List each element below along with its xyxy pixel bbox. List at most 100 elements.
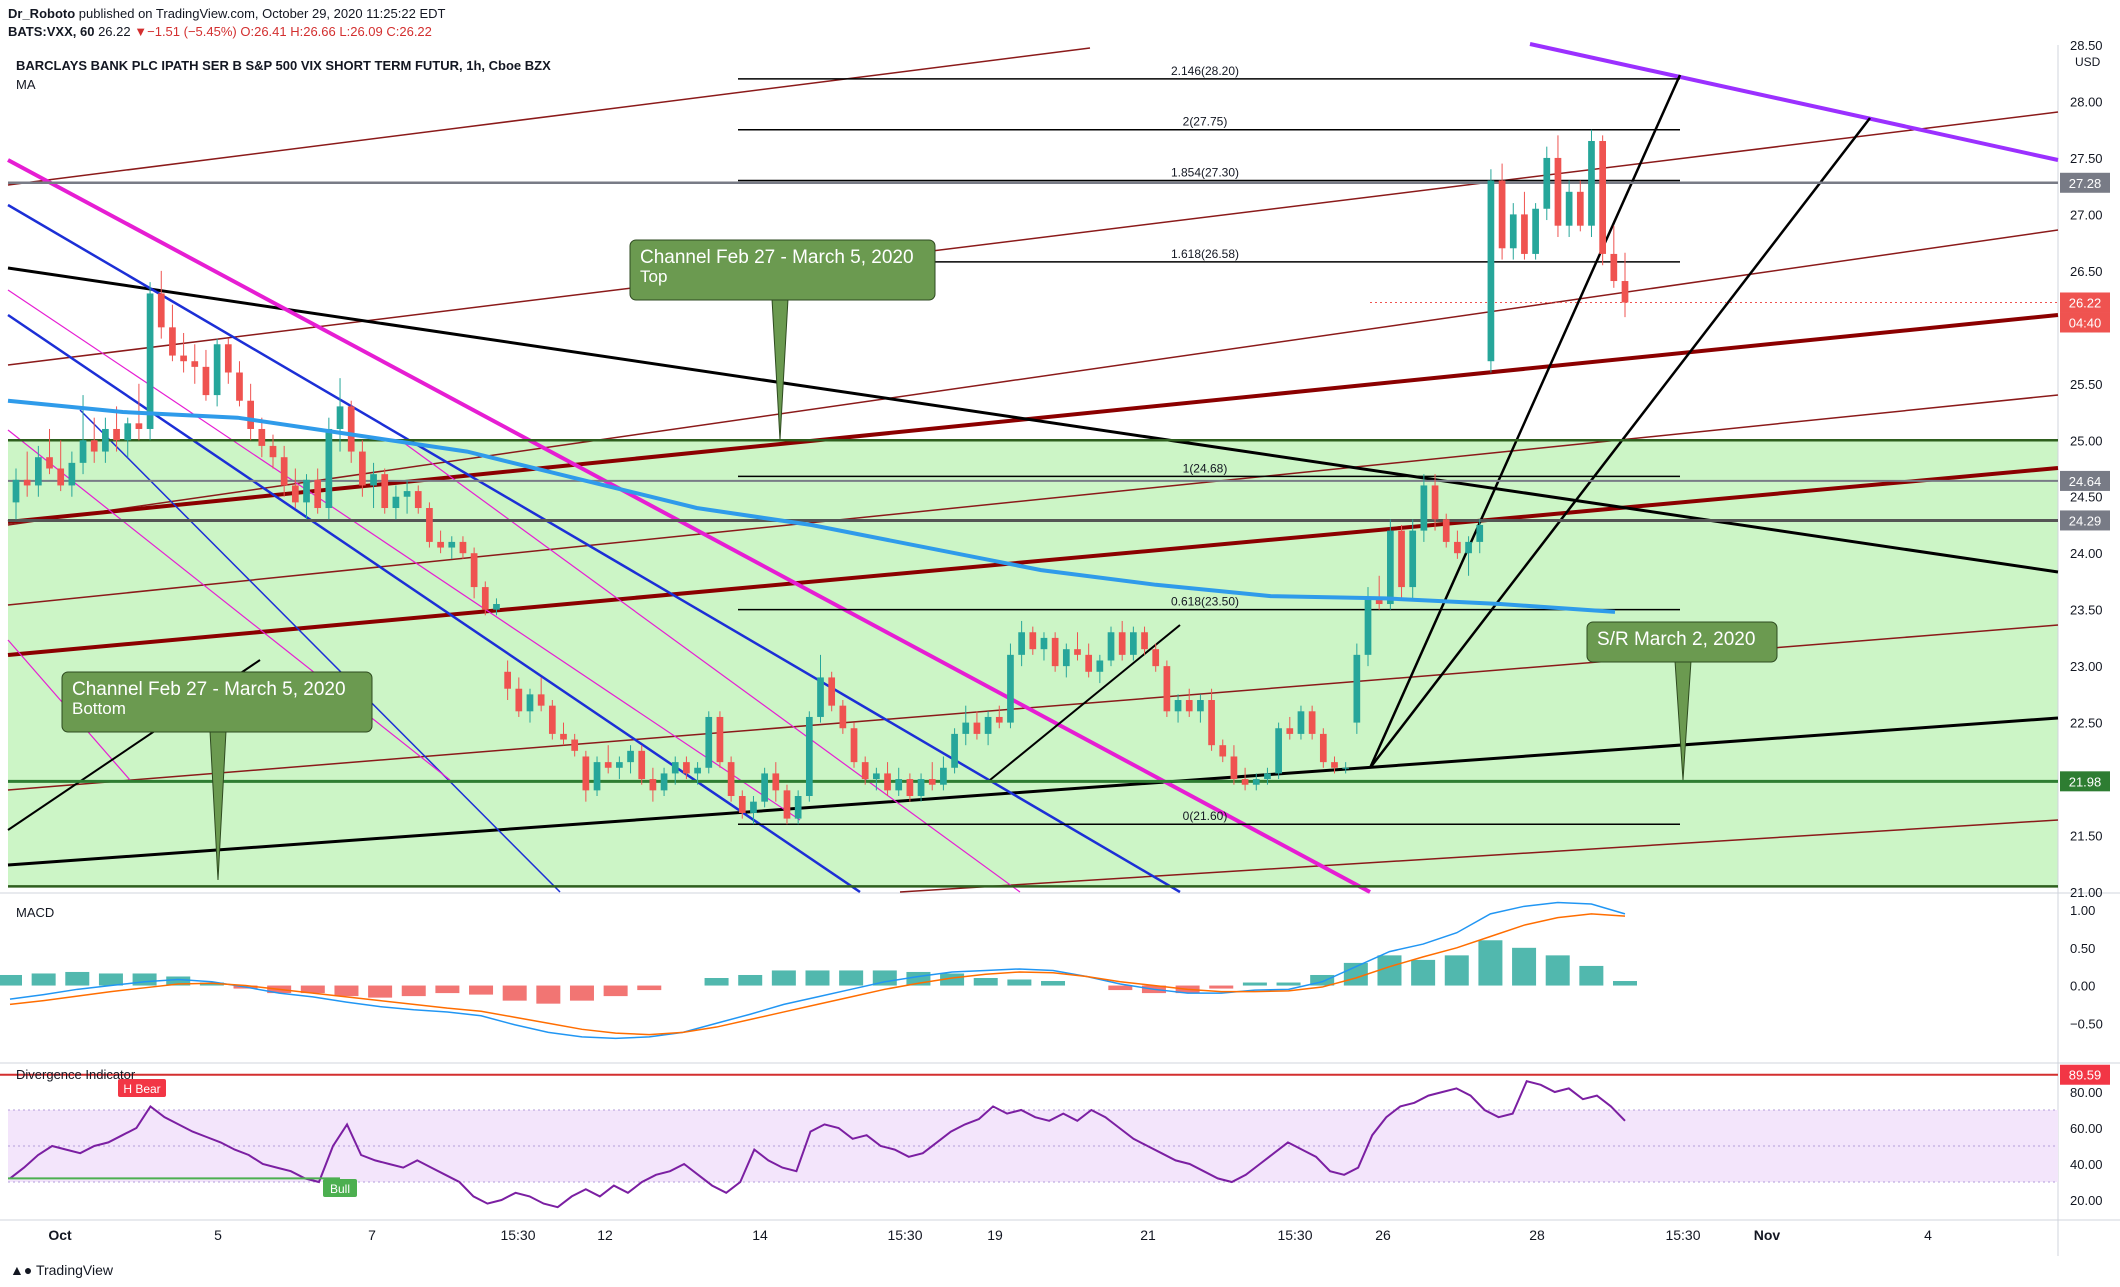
y-tick-label: 23.50 bbox=[2070, 603, 2103, 618]
candle-body bbox=[191, 361, 199, 367]
candle-body bbox=[224, 344, 232, 373]
macd-y-tick-label: 0.50 bbox=[2070, 941, 2095, 956]
candle-body bbox=[962, 722, 970, 734]
candle-body bbox=[146, 293, 154, 429]
tradingview-logo[interactable]: ▲● TradingView bbox=[10, 1262, 113, 1278]
ohlc-values: O:26.41 H:26.66 L:26.09 C:26.22 bbox=[240, 24, 432, 39]
candle-body bbox=[761, 773, 768, 802]
candle-body bbox=[1085, 654, 1093, 672]
price-axis-label-bg bbox=[2060, 312, 2110, 333]
x-tick-label: 5 bbox=[214, 1227, 222, 1243]
macd-histogram-bar bbox=[872, 970, 897, 986]
candle-body bbox=[157, 293, 165, 328]
price-axis-label-bg bbox=[2060, 771, 2110, 792]
macd-histogram-bar bbox=[1276, 982, 1301, 986]
candle-body bbox=[1152, 649, 1160, 667]
candle-body bbox=[370, 474, 377, 486]
candle-body bbox=[716, 716, 724, 763]
callout-title: S/R March 2, 2020 bbox=[1597, 629, 1755, 650]
y-tick-label: 27.00 bbox=[2070, 207, 2103, 222]
divergence-y-tick-label: 60.00 bbox=[2070, 1121, 2103, 1136]
divergence-badge-bg bbox=[323, 1179, 357, 1197]
trend-line bbox=[79, 409, 561, 893]
fib-level-label: 1(24.68) bbox=[1183, 461, 1228, 475]
ma-legend[interactable]: MA bbox=[16, 77, 36, 92]
macd-histogram-bar bbox=[1209, 985, 1234, 989]
candle-body bbox=[1588, 140, 1595, 226]
price-axis-label-bg bbox=[2060, 510, 2110, 531]
price-axis-label-bg bbox=[2060, 292, 2110, 313]
candle-body bbox=[940, 767, 947, 785]
candle-body bbox=[113, 428, 120, 441]
candle-body bbox=[1454, 541, 1461, 554]
macd-y-tick-label: −0.50 bbox=[2070, 1016, 2103, 1031]
trend-line bbox=[7, 429, 451, 781]
candle-body bbox=[604, 762, 612, 768]
macd-legend[interactable]: MACD bbox=[16, 905, 55, 920]
y-tick-label: 22.50 bbox=[2070, 716, 2103, 731]
author-name[interactable]: Dr_Roboto bbox=[8, 6, 76, 21]
candle-body bbox=[1610, 253, 1618, 282]
macd-histogram-bar bbox=[0, 974, 22, 986]
candle-body bbox=[671, 762, 679, 774]
price-change: ▼−1.51 (−5.45%) bbox=[134, 24, 237, 39]
macd-histogram-bar bbox=[1041, 981, 1066, 986]
symbol-line: BATS:VXX, 60 26.22 ▼−1.51 (−5.45%) O:26.… bbox=[8, 24, 432, 39]
candle-body bbox=[1308, 711, 1316, 734]
candle-body bbox=[1264, 773, 1271, 780]
divergence-price-label: 89.59 bbox=[2069, 1068, 2102, 1083]
divergence-line bbox=[9, 1080, 1626, 1209]
footer: ▲● TradingView bbox=[0, 1256, 300, 1286]
macd-histogram-bar bbox=[1108, 985, 1133, 991]
divergence-legend[interactable]: Divergence Indicator bbox=[16, 1067, 136, 1082]
candle-body bbox=[817, 677, 824, 717]
candle-body bbox=[1621, 281, 1629, 303]
candle-body bbox=[1286, 728, 1294, 734]
y-tick-label: 26.50 bbox=[2070, 264, 2103, 279]
symbol-label: BATS:VXX, 60 bbox=[8, 24, 95, 39]
trend-line bbox=[7, 203, 1181, 894]
candle-body bbox=[1230, 756, 1238, 780]
candle-body bbox=[1018, 632, 1025, 655]
candle-body bbox=[124, 423, 132, 441]
candle-body bbox=[481, 587, 489, 610]
y-tick-label: 27.50 bbox=[2070, 151, 2103, 166]
candle-body bbox=[470, 553, 478, 588]
tradingview-brand: TradingView bbox=[35, 1262, 113, 1278]
macd-y-tick-label: 0.00 bbox=[2070, 979, 2095, 994]
candle-body bbox=[727, 762, 735, 797]
y-tick-label: 23.00 bbox=[2070, 659, 2103, 674]
macd-histogram-bar bbox=[300, 985, 325, 994]
candle-body bbox=[548, 705, 556, 734]
y-tick-label: 24.00 bbox=[2070, 546, 2103, 561]
candle-body bbox=[280, 457, 288, 486]
x-tick-label: 21 bbox=[1140, 1227, 1156, 1243]
candle-body bbox=[1342, 767, 1350, 769]
candle-body bbox=[1509, 214, 1517, 249]
candle-body bbox=[1331, 762, 1338, 768]
candle-body bbox=[616, 762, 623, 768]
macd-histogram-bar bbox=[973, 978, 998, 986]
candle-body bbox=[1498, 180, 1506, 249]
candle-body bbox=[1353, 654, 1361, 723]
callout-box bbox=[61, 671, 373, 733]
candle-body bbox=[861, 762, 869, 780]
main-chart-title: BARCLAYS BANK PLC IPATH SER B S&P 500 VI… bbox=[16, 58, 551, 73]
candle-body bbox=[68, 462, 76, 486]
candle-body bbox=[1096, 660, 1104, 672]
price-axis-label: 24.64 bbox=[2069, 474, 2102, 489]
candle-body bbox=[1409, 530, 1417, 588]
callout-title: Channel Feb 27 - March 5, 2020 bbox=[640, 247, 914, 268]
candle-body bbox=[951, 733, 958, 768]
candle-body bbox=[917, 779, 925, 797]
candle-body bbox=[236, 372, 243, 401]
macd-histogram-bar bbox=[1579, 965, 1604, 986]
macd-histogram-bar bbox=[98, 973, 123, 986]
trend-line bbox=[7, 466, 2059, 657]
macd-histogram-bar bbox=[569, 985, 594, 1001]
candle-body bbox=[403, 491, 411, 497]
macd-histogram-bar bbox=[65, 971, 90, 986]
callout-box bbox=[629, 239, 936, 301]
macd-histogram-bar bbox=[132, 973, 157, 986]
trend-line bbox=[989, 624, 1181, 781]
